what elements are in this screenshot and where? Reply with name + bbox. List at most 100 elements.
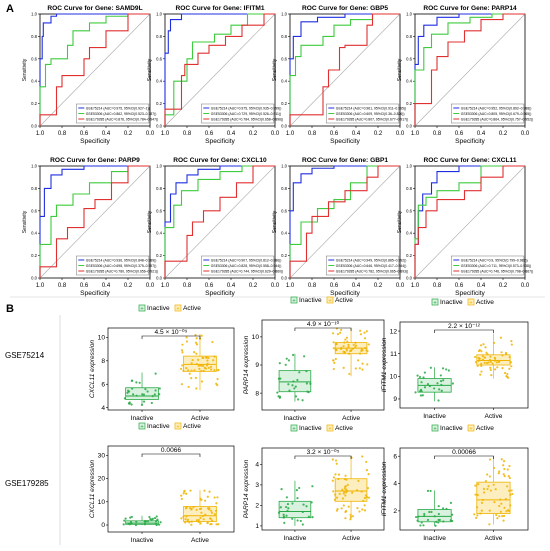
data-point bbox=[449, 501, 453, 504]
data-point bbox=[334, 357, 337, 361]
data-point bbox=[421, 394, 424, 397]
data-point bbox=[296, 519, 299, 522]
data-point bbox=[367, 343, 370, 346]
roc-y-tick-label: 0.8 bbox=[31, 34, 37, 39]
roc-x-tick-label: 0.8 bbox=[433, 283, 442, 289]
roc-series-line-3 bbox=[414, 165, 525, 278]
box-y-tick-label: 4 bbox=[393, 481, 397, 488]
data-point bbox=[508, 476, 511, 480]
box-y-tick-label: 10 bbox=[252, 334, 260, 341]
roc-x-tick-label: 0.6 bbox=[80, 131, 89, 137]
data-point bbox=[134, 523, 138, 527]
data-point bbox=[282, 515, 286, 518]
data-point bbox=[279, 506, 282, 509]
roc-legend-entry: GSE179285 (AUC=0.744, 95%CI(0.629–0.860)… bbox=[211, 270, 283, 274]
data-point bbox=[475, 516, 478, 519]
data-point bbox=[350, 456, 353, 459]
legend-swatch-inactive bbox=[138, 304, 146, 312]
roc-legend-entry: GSE53306 (AUC=0.862, 95%CI(0.523–0.787)) bbox=[86, 112, 157, 116]
data-point bbox=[192, 351, 196, 354]
roc-y-tick-label: 1.0 bbox=[281, 12, 287, 17]
roc-legend-entry: GSE179285 (AUC=0.864, 95%CI(0.757–0.952)… bbox=[461, 118, 533, 122]
data-point bbox=[287, 507, 290, 510]
data-point bbox=[282, 513, 285, 516]
data-point bbox=[365, 468, 369, 472]
roc-diagonal bbox=[289, 165, 401, 279]
data-point bbox=[342, 345, 345, 348]
data-point bbox=[505, 510, 508, 513]
data-point bbox=[439, 374, 442, 377]
data-point bbox=[332, 367, 335, 371]
data-point bbox=[298, 371, 301, 374]
roc-y-axis-label: Sensitivity bbox=[272, 210, 278, 233]
data-point bbox=[195, 387, 198, 390]
data-point bbox=[188, 521, 191, 524]
data-point bbox=[126, 391, 129, 394]
data-point bbox=[151, 395, 154, 398]
roc-legend-box bbox=[76, 103, 150, 124]
data-point bbox=[184, 518, 187, 521]
data-point bbox=[340, 507, 343, 510]
roc-x-tick-label: 0.2 bbox=[249, 131, 258, 137]
data-point bbox=[479, 344, 483, 347]
data-point bbox=[331, 458, 334, 461]
roc-x-tick-label: 0.4 bbox=[227, 131, 236, 137]
legend-swatch-mark: + bbox=[292, 427, 296, 433]
data-point bbox=[428, 385, 431, 388]
data-point bbox=[201, 514, 204, 518]
data-point bbox=[213, 513, 217, 516]
data-point bbox=[190, 369, 193, 372]
data-point bbox=[143, 523, 147, 526]
data-point bbox=[474, 361, 478, 364]
data-point bbox=[199, 364, 202, 367]
data-point bbox=[309, 382, 312, 385]
roc-legend-entry: GSE53306 (AUC=0.646, 95%CI(0.417–0.944)) bbox=[336, 264, 407, 268]
roc-diagonal bbox=[164, 165, 276, 279]
box-y-tick-label: 11 bbox=[390, 351, 397, 358]
roc-y-axis-label: Sensitivity bbox=[147, 210, 153, 233]
roc-y-tick-label: 0.8 bbox=[31, 186, 37, 191]
roc-series-line-1 bbox=[39, 165, 150, 278]
data-point bbox=[364, 494, 368, 497]
legend-swatch-active bbox=[467, 298, 475, 306]
roc-y-tick-label: 0.8 bbox=[281, 34, 287, 39]
roc-y-axis-label: Sensitivity bbox=[272, 58, 278, 81]
legend-label-active: Active bbox=[183, 305, 201, 312]
data-point bbox=[426, 489, 430, 492]
roc-y-tick-label: 0.2 bbox=[156, 101, 162, 106]
data-point bbox=[482, 487, 486, 491]
data-point bbox=[340, 346, 343, 350]
roc-series-line-1 bbox=[164, 165, 275, 278]
roc-x-tick-label: 1.0 bbox=[36, 283, 45, 289]
data-point bbox=[307, 515, 310, 518]
roc-x-tick-label: 0.0 bbox=[271, 283, 280, 289]
data-point bbox=[331, 332, 335, 335]
box-iqr bbox=[278, 370, 312, 393]
data-point bbox=[429, 366, 432, 369]
data-point bbox=[482, 343, 485, 346]
data-point bbox=[298, 486, 301, 490]
box-y-axis-label: CXCL11 expression bbox=[89, 340, 96, 398]
box-y-tick-label: 2 bbox=[393, 508, 397, 515]
data-point bbox=[342, 350, 345, 353]
data-point bbox=[498, 470, 501, 473]
data-point bbox=[206, 507, 210, 510]
roc-chart-2: ROC Curve for Gene: IFITM1 1.0 0.8 0.6 0.4 0.… bbox=[147, 5, 283, 145]
data-point bbox=[129, 520, 133, 524]
roc-legend-entry: GSE75214 (AUC=0.9, 95%CI(0.799–0.981)) bbox=[461, 259, 528, 263]
data-point bbox=[185, 336, 188, 339]
data-point bbox=[195, 352, 198, 355]
data-point bbox=[506, 468, 509, 471]
box-x-tick-label: Inactive bbox=[284, 535, 307, 542]
data-point bbox=[216, 377, 219, 381]
data-point bbox=[489, 368, 492, 371]
data-point bbox=[363, 509, 367, 512]
data-point bbox=[333, 361, 336, 364]
roc-series-line-2 bbox=[39, 165, 150, 278]
data-point bbox=[203, 366, 206, 369]
data-point bbox=[142, 393, 146, 396]
box-y-tick-label: 4 bbox=[255, 462, 259, 469]
roc-x-axis-label: Specificity bbox=[455, 138, 485, 145]
data-point bbox=[504, 497, 507, 501]
legend-swatch-mark: + bbox=[176, 307, 180, 313]
